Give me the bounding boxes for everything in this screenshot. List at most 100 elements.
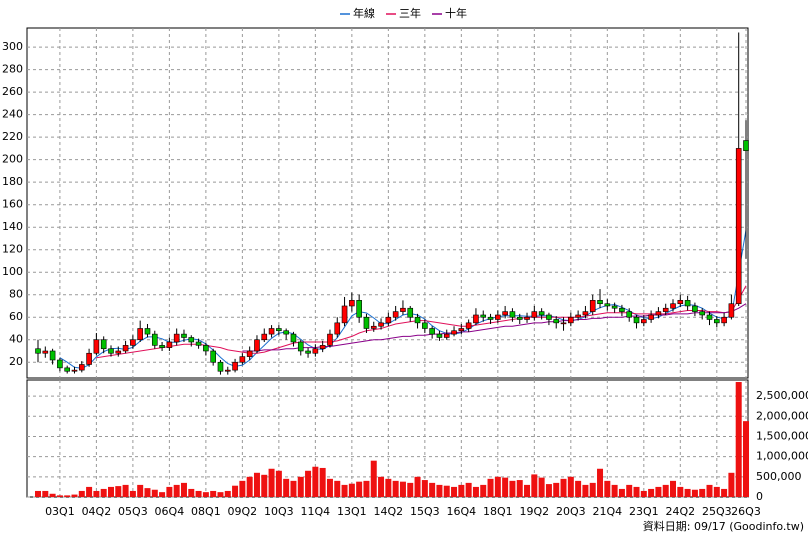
volume-bar: [735, 382, 742, 497]
candle-body: [706, 314, 713, 320]
candle-body: [195, 341, 202, 346]
candle-body: [137, 328, 143, 341]
volume-tick-label: 0: [756, 490, 763, 503]
candle-body: [626, 311, 633, 318]
volume-bar: [509, 480, 516, 497]
volume-bar: [633, 486, 640, 497]
x-tick-label: 23Q1: [629, 505, 659, 518]
candle-body: [516, 316, 523, 320]
candle-body: [407, 307, 414, 318]
volume-bar: [699, 488, 706, 497]
y-tick-label: 120: [2, 243, 23, 256]
candle-body: [276, 328, 282, 332]
y-tick-label: 240: [2, 108, 23, 121]
candle-body: [648, 314, 654, 320]
candle-body: [57, 359, 63, 369]
volume-bar: [414, 476, 421, 497]
candle-body: [597, 300, 603, 305]
volume-bar: [341, 484, 348, 497]
candle-body: [370, 325, 377, 329]
volume-bar: [115, 486, 122, 497]
candle-body: [363, 316, 370, 329]
candle-body: [166, 341, 173, 348]
candle-body: [334, 322, 341, 335]
y-tick-label: 140: [2, 220, 23, 233]
candle-body: [122, 345, 129, 352]
x-tick-label: 18Q1: [483, 505, 513, 518]
x-tick-label: 06Q4: [155, 505, 185, 518]
volume-bar: [334, 480, 341, 497]
volume-bar: [553, 482, 560, 497]
volume-bar: [64, 495, 71, 497]
candle-body: [662, 307, 669, 312]
candle-body: [356, 300, 362, 318]
candle-body: [589, 300, 596, 312]
candle-body: [582, 311, 589, 316]
candle-body: [239, 356, 246, 363]
candle-body: [283, 330, 289, 335]
candle-body: [721, 316, 727, 324]
volume-bar: [49, 493, 56, 497]
volume-bar: [648, 488, 655, 497]
candle-body: [560, 322, 567, 325]
candle-body: [173, 333, 180, 343]
x-tick-label: 10Q3: [264, 505, 294, 518]
y-tick-label: 40: [9, 333, 23, 346]
candle-body: [86, 352, 92, 365]
candle-body: [181, 333, 187, 338]
candle-body: [553, 319, 560, 324]
legend-label: 三年: [399, 6, 421, 20]
volume-bar: [275, 470, 282, 497]
volume-bar: [743, 421, 749, 497]
volume-bar: [480, 484, 487, 497]
volume-tick-label: 2,500,000: [756, 389, 808, 402]
volume-bar: [144, 488, 151, 497]
candle-body: [341, 305, 348, 324]
volume-bar: [728, 472, 735, 497]
volume-bar: [137, 484, 144, 497]
candle-body: [232, 361, 238, 371]
candle-body: [312, 348, 319, 354]
x-tick-label: 05Q3: [118, 505, 148, 518]
x-tick-label: 09Q2: [228, 505, 258, 518]
volume-bar: [494, 476, 501, 497]
candle-body: [327, 333, 333, 346]
x-tick-label: 13Q1: [337, 505, 367, 518]
candle-body: [604, 303, 611, 307]
volume-tick-label: 1,500,000: [756, 429, 808, 442]
candle-body: [108, 348, 114, 354]
candle-body: [42, 350, 49, 354]
candle-body: [677, 300, 684, 305]
volume-bar: [531, 474, 538, 497]
candle-body: [297, 341, 304, 352]
volume-bar: [86, 486, 93, 497]
candle-body: [35, 348, 41, 354]
candle-body: [458, 328, 465, 332]
candle-body: [473, 314, 479, 324]
volume-bar: [166, 486, 173, 497]
volume-bar: [268, 468, 275, 497]
candle-body: [261, 333, 268, 341]
candle-body: [641, 319, 647, 324]
volume-bar: [436, 484, 443, 497]
volume-bar: [640, 490, 647, 497]
candle-body: [699, 311, 706, 316]
candle-body: [684, 300, 691, 307]
candle-body: [130, 339, 136, 346]
volume-bar: [385, 478, 392, 497]
volume-bar: [524, 484, 531, 497]
volume-bar: [721, 488, 728, 497]
volume-bar: [195, 490, 202, 497]
candle-body: [385, 316, 392, 324]
volume-bar: [451, 486, 458, 497]
volume-bar: [56, 495, 63, 497]
candle-body: [378, 322, 384, 327]
x-tick-label: 08Q1: [191, 505, 221, 518]
candle-body: [49, 350, 56, 361]
candle-body: [436, 333, 443, 338]
candle-body: [349, 300, 355, 307]
volume-tick-label: 2,000,000: [756, 409, 808, 422]
ma-line: [96, 285, 747, 359]
candle-body: [546, 314, 552, 320]
volume-bar: [188, 488, 195, 497]
